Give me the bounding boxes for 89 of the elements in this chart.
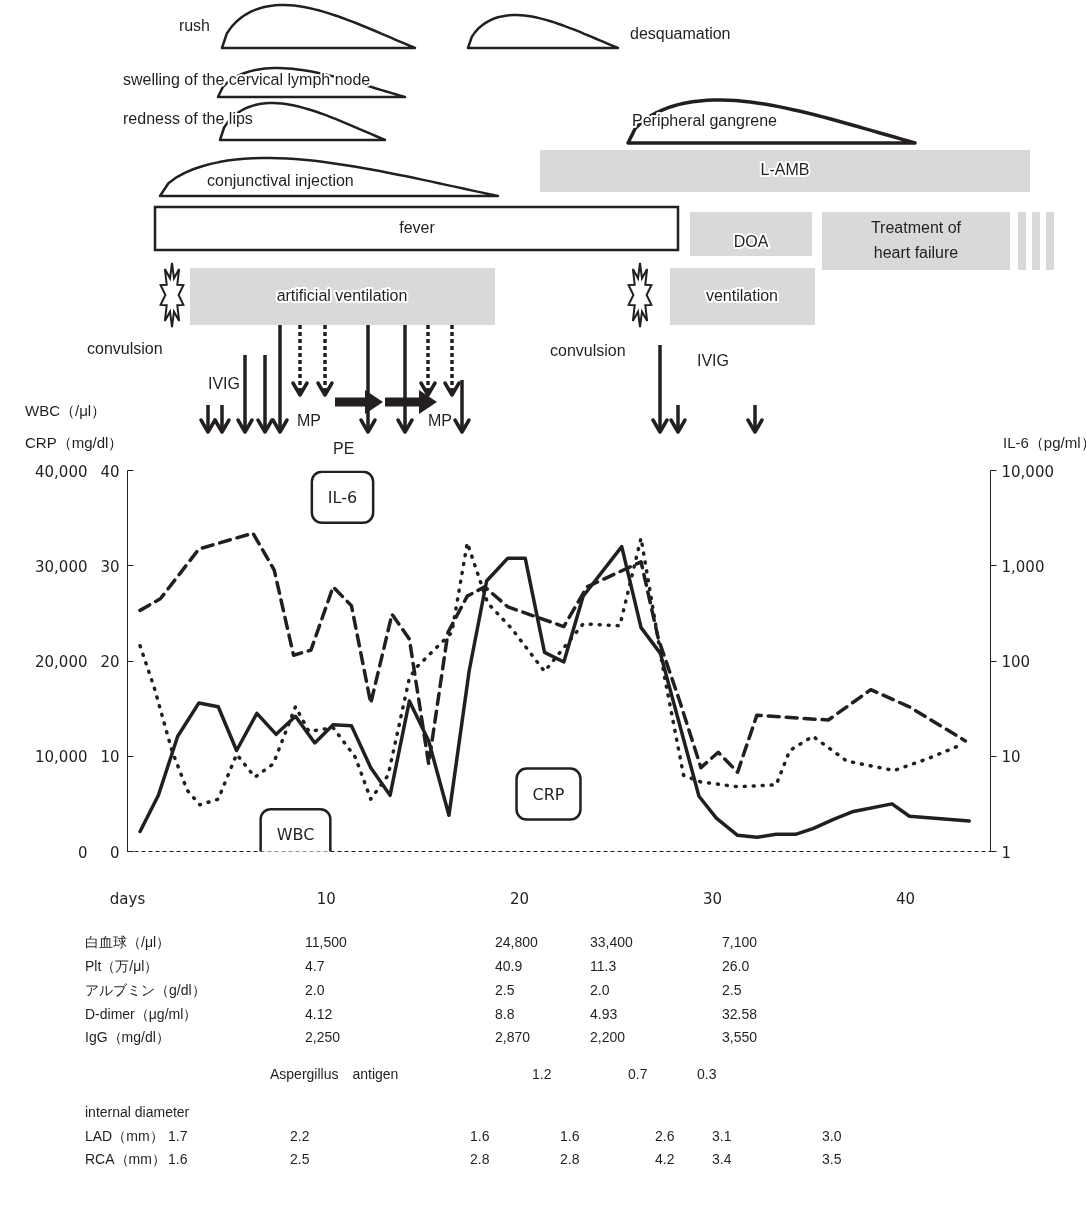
text: desquamation <box>630 25 731 43</box>
text: 2.5 <box>495 981 515 998</box>
text: artificial ventilation <box>276 287 408 305</box>
y2-tick-label: 100 <box>1001 653 1031 671</box>
text: fever <box>399 219 436 237</box>
text: 11.3 <box>590 957 617 974</box>
text: IL-6 <box>327 487 358 507</box>
text: Aspergillus antigen <box>270 1065 399 1082</box>
text: 33,400 <box>590 933 634 950</box>
text: RCA（mm） <box>85 1150 166 1167</box>
text: convulsion <box>87 340 163 358</box>
text: convulsion <box>550 342 626 360</box>
text: 8.8 <box>495 1005 515 1022</box>
y-tick-label: 10,000 <box>35 748 88 767</box>
text: 2.0 <box>590 981 610 998</box>
y3-tick-label: 30 <box>100 557 120 576</box>
text: 26.0 <box>722 957 750 974</box>
text: 2.0 <box>305 981 325 998</box>
y-tick-label: 40,000 <box>35 462 88 481</box>
text: internal diameter <box>85 1103 190 1120</box>
text: アルブミン（g/dl） <box>85 981 206 998</box>
y3-tick-label: 0 <box>109 843 120 862</box>
text: 2.5 <box>290 1150 310 1167</box>
text: 3.0 <box>822 1127 842 1144</box>
x-tick-label: 10 <box>316 889 336 908</box>
y2-tick-label: 1,000 <box>1001 557 1045 576</box>
text: 4.12 <box>305 1005 333 1022</box>
text: 2.8 <box>560 1150 580 1167</box>
text: 1.2 <box>532 1065 552 1082</box>
text: LAD（mm） <box>85 1127 164 1144</box>
y-axis-title: WBC（/μl） <box>25 401 107 419</box>
y2-tick-label: 10 <box>1001 748 1021 767</box>
y3-axis-title: CRP（mg/dl） <box>25 433 124 451</box>
y2-axis-title: IL-6（pg/ml） <box>1003 433 1086 451</box>
x-tick-label: 20 <box>509 889 529 908</box>
y3-tick-label: 10 <box>100 748 120 767</box>
text: Plt（万/μl） <box>85 957 159 974</box>
text: 3.5 <box>822 1150 842 1167</box>
text: 2.2 <box>290 1127 310 1144</box>
text: 3.4 <box>712 1150 732 1167</box>
text: Treatment of heart failure <box>870 218 962 261</box>
x-tick-label: 40 <box>896 889 916 908</box>
text: 0.7 <box>628 1065 648 1082</box>
x-tick-label: 30 <box>702 889 723 908</box>
text: 2.5 <box>722 981 742 998</box>
text: 2,250 <box>305 1028 341 1045</box>
x-axis-title: days <box>109 889 146 908</box>
text: 0.3 <box>697 1065 717 1082</box>
y2-tick-label: 10,000 <box>1001 462 1054 481</box>
text: ventilation <box>705 287 779 305</box>
text: MP <box>297 412 321 430</box>
text: redness of the lips <box>123 110 253 128</box>
text: 40.9 <box>495 957 523 974</box>
text: IVIG <box>208 375 241 393</box>
text: 1.6 <box>470 1127 490 1144</box>
text: L-AMB <box>760 161 810 179</box>
text: 32.58 <box>722 1005 758 1022</box>
y2-tick-label: 1 <box>1001 843 1012 862</box>
text: IVIG <box>697 352 730 370</box>
text: 3.1 <box>712 1127 732 1144</box>
text: WBC <box>276 825 315 845</box>
text: 2.8 <box>470 1150 490 1167</box>
text: 2.6 <box>655 1127 675 1144</box>
text: 11,500 <box>305 933 347 950</box>
text: D-dimer（μg/ml） <box>85 1005 198 1022</box>
text: conjunctival injection <box>207 172 354 190</box>
text: rush <box>178 17 210 35</box>
text: 1.6 <box>560 1127 580 1144</box>
y3-tick-label: 20 <box>100 653 120 671</box>
y-tick-label: 30,000 <box>35 557 88 576</box>
text: 3,550 <box>722 1028 758 1045</box>
text: 1.7 <box>168 1127 188 1144</box>
text: PE <box>333 440 355 458</box>
text: 4.93 <box>590 1005 618 1022</box>
text: 2,870 <box>495 1028 531 1045</box>
text: 4.7 <box>305 957 325 974</box>
text: 7,100 <box>722 933 758 950</box>
text: 1.6 <box>168 1150 188 1167</box>
text: IgG（mg/dl） <box>85 1028 170 1045</box>
text: 24,800 <box>495 933 539 950</box>
y-tick-label: 0 <box>77 843 88 862</box>
text: CRP <box>532 784 565 804</box>
y3-tick-label: 40 <box>100 462 120 481</box>
text: 2,200 <box>590 1028 626 1045</box>
text: 4.2 <box>655 1150 675 1167</box>
y-tick-label: 20,000 <box>35 653 88 671</box>
text: 白血球（/μl） <box>85 933 171 950</box>
text: DOA <box>733 233 769 251</box>
text: MP <box>428 412 452 430</box>
